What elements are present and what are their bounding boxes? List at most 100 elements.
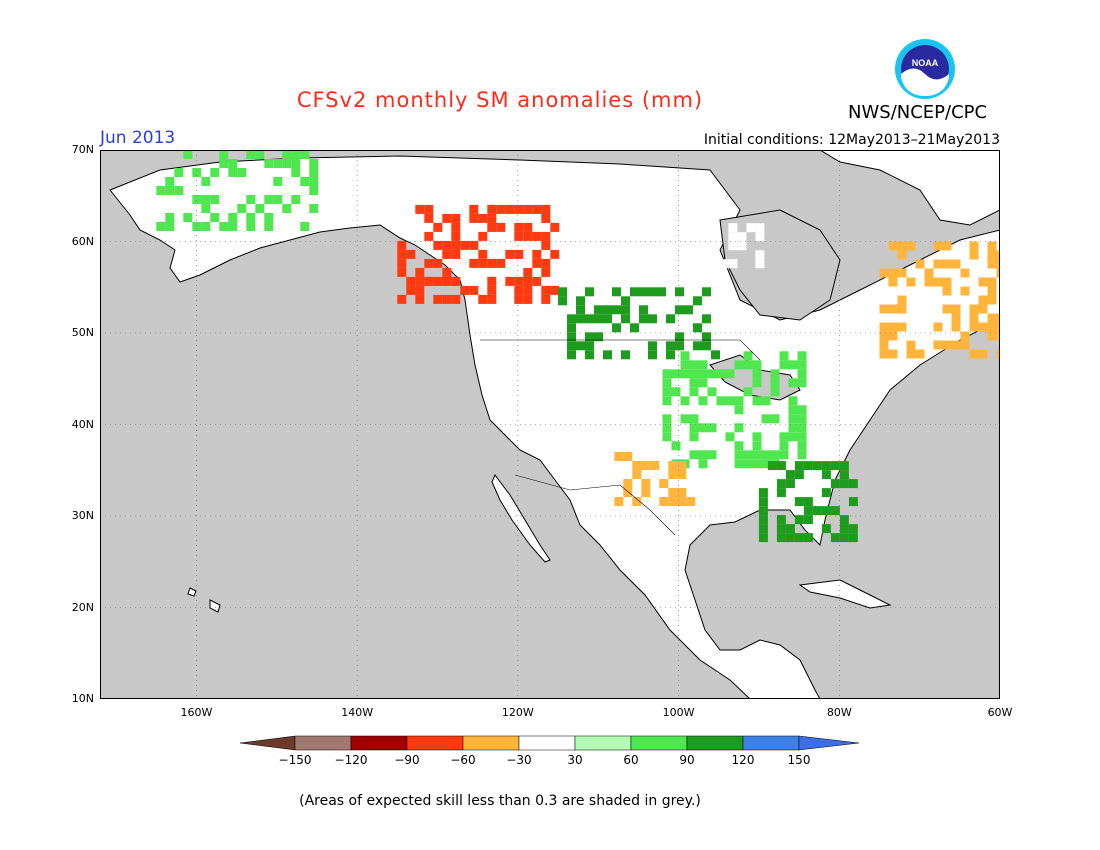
- anomaly-cell: [478, 231, 488, 241]
- anomaly-cell: [951, 259, 961, 269]
- anomaly-cell: [668, 497, 678, 506]
- anomaly-cell: [987, 322, 997, 332]
- anomaly-cell: [594, 305, 603, 315]
- anomaly-cell: [680, 414, 690, 424]
- anomaly-cell: [406, 276, 416, 286]
- anomaly-cell: [523, 222, 533, 232]
- anomaly-cell: [987, 277, 997, 287]
- logo-text: NOAA: [912, 58, 939, 68]
- anomaly-cell: [746, 223, 756, 233]
- anomaly-cell: [505, 204, 515, 214]
- anomaly-cell: [576, 296, 585, 306]
- anomaly-cell: [309, 159, 319, 168]
- anomaly-cell: [933, 322, 943, 332]
- anomaly-cell: [915, 259, 925, 269]
- anomaly-cell: [888, 322, 898, 332]
- anomaly-cell: [219, 159, 229, 168]
- anomaly-cell: [541, 204, 551, 214]
- anomaly-cell: [514, 222, 524, 232]
- anomaly-cell: [237, 168, 247, 177]
- anomaly-cell: [734, 405, 744, 415]
- anomaly-cell: [415, 276, 425, 286]
- anomaly-cell: [496, 258, 506, 268]
- anomaly-cell: [567, 341, 576, 351]
- anomaly-cell: [933, 277, 943, 287]
- latitude-label: 20N: [71, 600, 94, 614]
- anomaly-cell: [460, 285, 470, 295]
- anomaly-cell: [803, 506, 813, 516]
- anomaly-cell: [734, 360, 744, 370]
- anomaly-cell: [433, 276, 443, 286]
- colorbar-arrow-high: [798, 735, 860, 751]
- anomaly-cell: [469, 285, 479, 295]
- anomaly-cell: [987, 286, 997, 296]
- anomaly-cell: [541, 294, 551, 304]
- anomaly-cell: [716, 396, 726, 406]
- anomaly-cell: [641, 479, 651, 488]
- anomaly-cell: [291, 195, 301, 204]
- anomaly-cell: [677, 470, 687, 479]
- anomaly-cell: [442, 267, 452, 277]
- anomaly-cell: [469, 240, 479, 250]
- colorbar: [240, 735, 860, 751]
- anomaly-cell: [666, 314, 675, 324]
- anomaly-cell: [743, 387, 753, 397]
- anomaly-cell: [996, 250, 1000, 260]
- anomaly-cell: [309, 177, 319, 186]
- anomaly-cell: [743, 459, 753, 469]
- anomaly-cell: [424, 258, 434, 268]
- anomaly-cell: [734, 450, 744, 460]
- anomaly-cell: [397, 258, 407, 268]
- colorbar-swatch: [406, 735, 464, 751]
- anomaly-cell: [665, 223, 675, 233]
- anomaly-cell: [848, 533, 858, 543]
- anomaly-cell: [576, 314, 585, 324]
- anomaly-cell: [246, 222, 256, 231]
- anomaly-cell: [264, 195, 274, 204]
- anomaly-cell: [433, 294, 443, 304]
- anomaly-cell: [662, 423, 672, 433]
- anomaly-cell: [761, 450, 771, 460]
- anomaly-cell: [788, 360, 798, 370]
- anomaly-cell: [478, 249, 488, 259]
- anomaly-cell: [839, 533, 849, 543]
- anomaly-cell: [614, 452, 624, 461]
- anomaly-cell: [698, 396, 708, 406]
- anomaly-cell: [761, 396, 771, 406]
- anomaly-cell: [693, 323, 702, 333]
- anomaly-cell: [788, 378, 798, 388]
- anomaly-cell: [888, 277, 898, 287]
- anomaly-cell: [933, 241, 943, 251]
- anomaly-cell: [309, 186, 319, 195]
- anomaly-cell: [686, 497, 696, 506]
- anomaly-cell: [585, 350, 594, 360]
- anomaly-cell: [693, 296, 702, 306]
- anomaly-cell: [210, 195, 220, 204]
- latitude-label: 40N: [71, 417, 94, 431]
- anomaly-cell: [662, 396, 672, 406]
- anomaly-cell: [219, 222, 229, 231]
- anomaly-cell: [424, 204, 434, 214]
- anomaly-cell: [523, 204, 533, 214]
- anomaly-cell: [689, 378, 699, 388]
- anomaly-cell: [951, 313, 961, 323]
- anomaly-cell: [648, 350, 657, 360]
- anomaly-cell: [156, 186, 166, 195]
- anomaly-cell: [794, 470, 804, 480]
- colorbar-label: −60: [450, 753, 476, 767]
- anomaly-cell: [996, 259, 1000, 269]
- anomaly-cell: [683, 232, 693, 242]
- anomaly-cell: [996, 349, 1000, 359]
- anomaly-cell: [987, 259, 997, 269]
- anomaly-cell: [638, 223, 648, 233]
- anomaly-cell: [541, 267, 551, 277]
- anomaly-cell: [532, 204, 542, 214]
- anomaly-cell: [734, 459, 744, 469]
- anomaly-cell: [689, 369, 699, 379]
- anomaly-cell: [752, 396, 762, 406]
- colorbar-label: −90: [394, 753, 420, 767]
- anomaly-cell: [165, 213, 175, 222]
- anomaly-cell: [725, 432, 735, 442]
- anomaly-cell: [424, 231, 434, 241]
- anomaly-cell: [752, 369, 762, 379]
